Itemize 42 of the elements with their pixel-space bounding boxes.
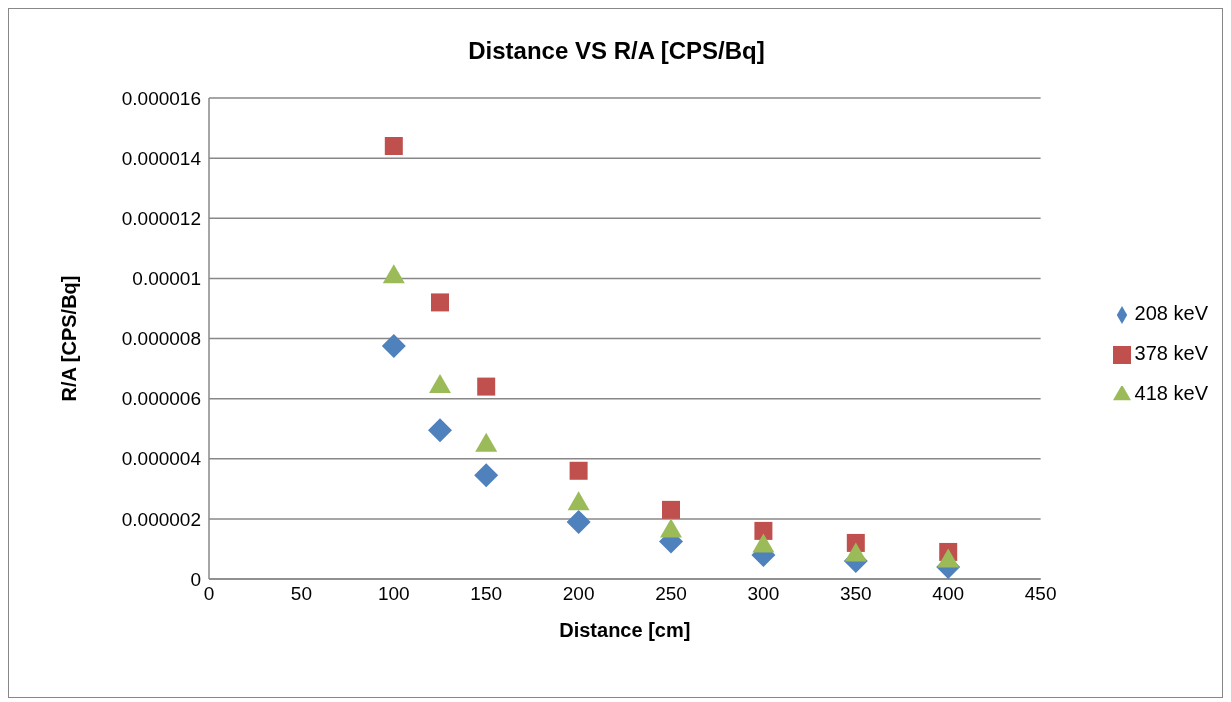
x-axis-title: Distance [cm] [559, 619, 691, 641]
y-tick-label: 0.000016 [121, 87, 201, 109]
legend-label: 208 keV [1134, 302, 1208, 324]
x-tick-label: 400 [932, 583, 965, 605]
x-tick-label: 100 [377, 583, 410, 605]
y-tick-label: 0.000002 [121, 508, 201, 530]
x-tick-label: 250 [655, 583, 687, 605]
x-tick-label: 450 [1024, 583, 1057, 605]
point [382, 264, 405, 284]
y-tick-label: 0 [190, 568, 201, 590]
legend-label: 418 keV [1134, 382, 1208, 404]
point [474, 463, 499, 488]
point [384, 137, 403, 156]
y-tick-label: 0.000012 [121, 207, 201, 229]
x-tick-label: 200 [562, 583, 595, 605]
y-tick-label: 0.000008 [121, 328, 201, 350]
point [937, 548, 960, 568]
y-axis-title: R/A [CPS/Bq] [58, 275, 81, 402]
y-tick-label: 0.00001 [132, 268, 201, 290]
point [569, 461, 588, 480]
point [567, 491, 590, 511]
point [660, 518, 683, 538]
y-tick-label: 0.000006 [121, 388, 201, 410]
point [844, 542, 867, 562]
point [428, 418, 452, 443]
point [431, 293, 449, 312]
x-tick-label: 350 [839, 583, 872, 605]
point [381, 334, 406, 359]
point [429, 374, 451, 394]
chart-title: Distance VS R/A [CPS/Bq] [467, 37, 766, 65]
y-tick-label: 0.000014 [121, 147, 202, 169]
point [477, 377, 496, 396]
point [662, 500, 681, 519]
x-tick-label: 150 [470, 583, 503, 605]
point [475, 432, 498, 452]
point [566, 509, 591, 534]
legend-label: 378 keV [1134, 342, 1208, 364]
point [754, 521, 773, 540]
point [752, 533, 775, 553]
x-tick-label: 50 [290, 583, 312, 605]
x-tick-label: 300 [747, 583, 780, 605]
y-tick-label: 0.000004 [121, 448, 202, 470]
